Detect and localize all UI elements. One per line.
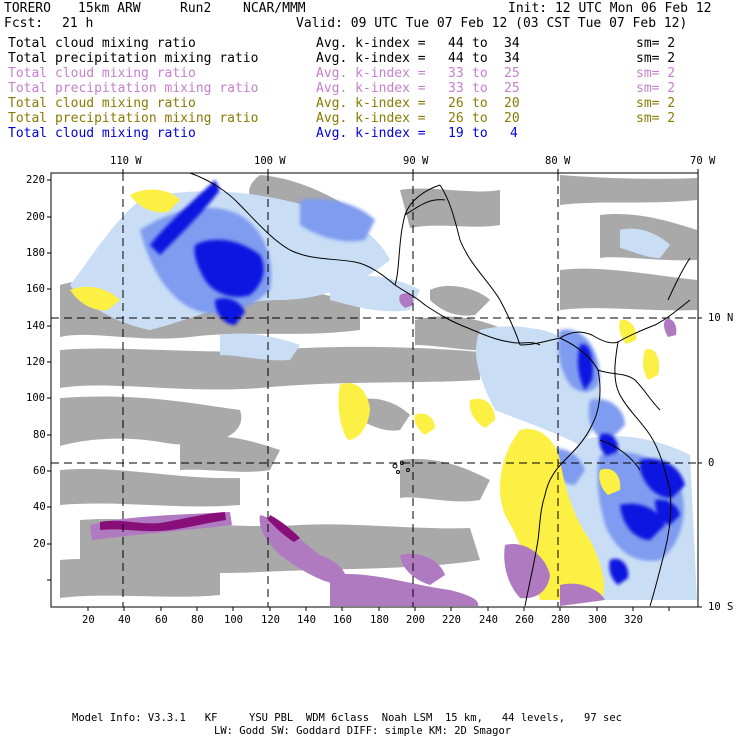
field-name: Total cloud mixing ratio [8,96,196,111]
kindex-from: 33 [448,81,464,96]
field-name: Total precipitation mixing ratio [8,81,259,96]
model-name: TORERO [4,1,51,16]
x-tick-label: 100 [224,614,243,626]
kindex-from: 44 [448,51,464,66]
x-tick-label: 80 [191,614,204,626]
y-tick-label: 100 [26,392,45,404]
yellow-cloud-field [70,189,660,600]
x-tick-label: 200 [406,614,425,626]
smoothing: sm= 2 [636,36,676,51]
physics-info-line: LW: Godd SW: Goddard DIFF: simple KM: 2D… [214,725,512,737]
lon-label: 90 W [403,155,429,167]
y-tick-label: 120 [26,356,45,368]
kindex-label: Avg. k-index = [316,126,426,141]
latlon-grid [51,173,698,607]
valid-time: Valid: 09 UTC Tue 07 Feb 12 (03 CST Tue … [296,16,688,31]
kindex-to-word: to [472,51,488,66]
kindex-to-word: to [472,81,488,96]
smoothing: sm= 2 [636,66,676,81]
forecast-label: Fcst: [4,16,44,31]
field-name: Total precipitation mixing ratio [8,111,259,126]
plot-frame [50,172,699,608]
lat-label: 10 S [708,601,734,613]
x-tick-label: 60 [155,614,168,626]
kindex-to-word: to [472,96,488,111]
y-tick-label: 140 [26,320,45,332]
dark-blue-cloud-core [150,180,685,585]
x-tick-label: 240 [479,614,498,626]
kindex-to: 34 [504,51,520,66]
field-name: Total cloud mixing ratio [8,66,196,81]
y-tick-label: 40 [33,501,46,513]
y-tick-label: 220 [26,174,45,186]
x-tick-label: 20 [82,614,95,626]
y-tick-label: 180 [26,247,45,259]
init-time: Init: 12 UTC Mon 06 Feb 12 [508,1,712,16]
axis-ticks [47,169,702,611]
model-org: NCAR/MMM [243,1,306,16]
kindex-to-word: to [472,36,488,51]
model-info-line: Model Info: V3.3.1 KF YSU PBL WDM 6class… [72,712,622,724]
kindex-to-word: to [472,111,488,126]
model-resolution: 15km ARW [78,1,141,16]
kindex-to: 25 [504,81,520,96]
x-tick-label: 160 [333,614,352,626]
x-tick-label: 180 [370,614,389,626]
y-tick-label: 160 [26,283,45,295]
field-name: Total cloud mixing ratio [8,36,196,51]
kindex-from: 33 [448,66,464,81]
kindex-from: 44 [448,36,464,51]
kindex-from: 19 [448,126,464,141]
y-tick-label: 200 [26,211,45,223]
kindex-label: Avg. k-index = [316,96,426,111]
lon-label: 110 W [110,155,142,167]
kindex-label: Avg. k-index = [316,51,426,66]
kindex-label: Avg. k-index = [316,36,426,51]
x-tick-label: 280 [551,614,570,626]
kindex-label: Avg. k-index = [316,111,426,126]
kindex-to-word: to [472,66,488,81]
y-tick-label: 20 [33,538,46,550]
lat-label: 10 N [708,312,734,324]
kindex-to: 25 [504,66,520,81]
field-name: Total precipitation mixing ratio [8,51,259,66]
kindex-to-word: to [472,126,488,141]
y-tick-label: 80 [33,429,46,441]
kindex-to: 20 [504,96,520,111]
coastline [189,173,691,607]
smoothing: sm= 2 [636,81,676,96]
x-tick-label: 220 [442,614,461,626]
forecast-hours: 21 h [62,16,94,31]
kindex-label: Avg. k-index = [316,81,426,96]
lon-label: 100 W [254,155,286,167]
kindex-from: 26 [448,96,464,111]
gray-cloud-field [60,175,697,598]
x-tick-label: 300 [588,614,607,626]
x-tick-label: 260 [515,614,534,626]
lat-label: 0 [708,457,715,469]
x-tick-label: 140 [297,614,316,626]
model-run: Run2 [180,1,212,16]
kindex-to: 4 [510,126,518,141]
smoothing: sm= 2 [636,51,676,66]
field-name: Total cloud mixing ratio [8,126,196,141]
kindex-from: 26 [448,111,464,126]
x-tick-label: 320 [624,614,643,626]
smoothing: sm= 2 [636,96,676,111]
smoothing: sm= 2 [636,111,676,126]
y-tick-label: 60 [33,465,46,477]
x-tick-label: 40 [118,614,131,626]
x-tick-label: 120 [261,614,280,626]
dark-purple-precip-band [100,512,300,542]
lon-label: 80 W [545,155,571,167]
kindex-to: 20 [504,111,520,126]
kindex-label: Avg. k-index = [316,66,426,81]
kindex-to: 34 [504,36,520,51]
island-marks [392,461,410,474]
lon-label: 70 W [690,155,716,167]
